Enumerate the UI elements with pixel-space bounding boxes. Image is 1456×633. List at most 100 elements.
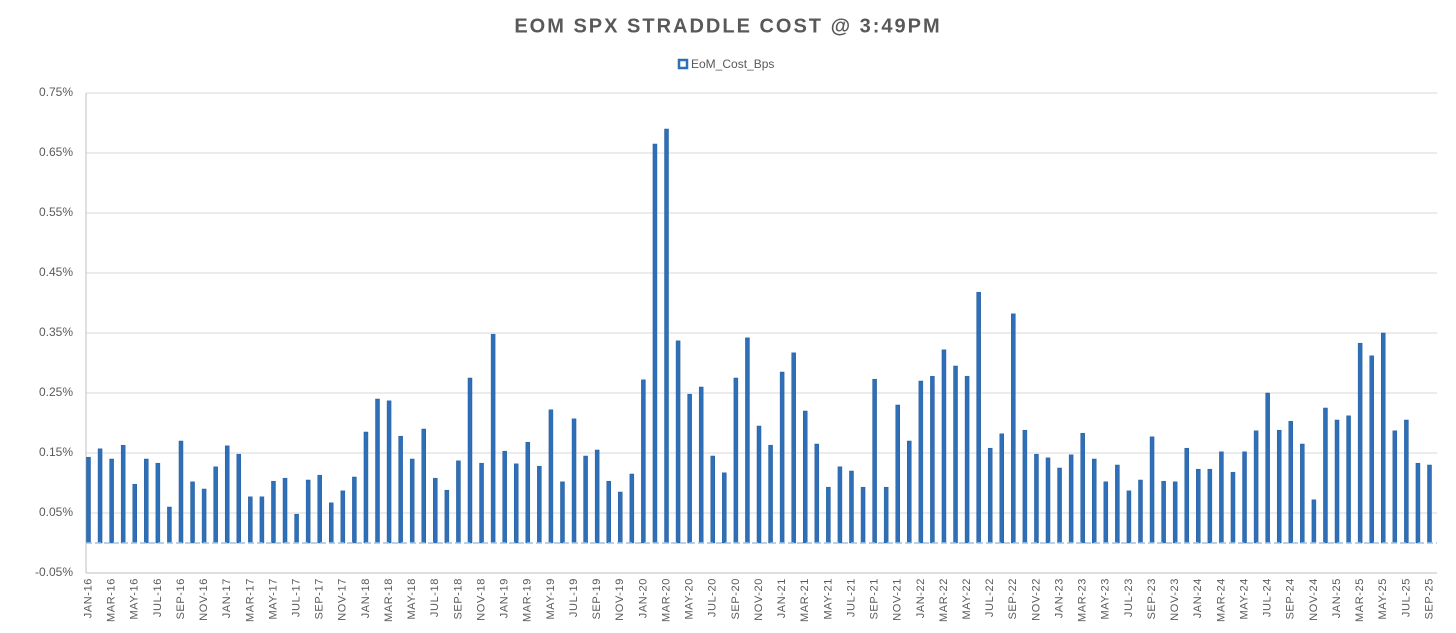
bar [814, 443, 820, 544]
x-tick-label: NOV-18 [475, 578, 487, 621]
bar [1080, 432, 1085, 544]
bar [1103, 481, 1109, 544]
x-tick-label: NOV-19 [614, 578, 626, 621]
x-tick-label: NOV-20 [753, 578, 765, 621]
x-tick-label: MAR-20 [660, 578, 672, 622]
bar [421, 428, 426, 544]
bar [386, 400, 392, 544]
x-tick-label: JUL-17 [290, 578, 302, 617]
bar [1392, 430, 1398, 544]
bar [444, 489, 450, 544]
bar [976, 291, 981, 544]
x-tick-label: MAR-25 [1354, 578, 1366, 622]
bar [178, 440, 184, 544]
bar [1381, 332, 1386, 544]
bar [190, 481, 195, 544]
x-tick-label: JAN-16 [82, 578, 94, 618]
bar [1196, 468, 1201, 544]
bar [629, 473, 635, 544]
bar [224, 445, 230, 544]
bar [722, 472, 727, 544]
bar [733, 377, 739, 544]
bar [571, 418, 577, 544]
bar [594, 449, 600, 544]
x-tick-label: MAY-20 [684, 578, 696, 620]
x-tick-label: MAR-23 [1077, 578, 1089, 622]
bar [317, 474, 322, 544]
bar [1149, 436, 1155, 544]
bar [1034, 453, 1039, 544]
bar [826, 486, 831, 544]
bar [282, 477, 288, 544]
x-tick-label: SEP-17 [314, 578, 326, 620]
x-tick-label: SEP-24 [1285, 578, 1297, 620]
x-tick-label: JAN-24 [1192, 578, 1204, 618]
bar [641, 379, 646, 544]
bar [999, 433, 1005, 544]
y-tick-label: 0.55% [39, 205, 73, 219]
bar [710, 455, 716, 544]
bar [259, 496, 265, 544]
x-tick-label: MAY-19 [545, 578, 557, 620]
legend-label: EoM_Cost_Bps [691, 57, 774, 71]
bar [1253, 430, 1259, 544]
x-tick-label: NOV-17 [337, 578, 349, 621]
bar [1311, 499, 1317, 544]
bar [398, 435, 403, 544]
bar [236, 453, 242, 544]
x-tick-label: MAY-17 [267, 578, 279, 620]
bar [525, 441, 531, 544]
x-tick-label: SEP-21 [869, 578, 881, 620]
y-tick-label: -0.05% [35, 565, 73, 579]
bar [560, 481, 565, 544]
bar [248, 496, 253, 544]
bar [479, 462, 484, 544]
bar [1415, 462, 1421, 544]
bar [1300, 443, 1305, 544]
bar [433, 477, 438, 544]
bar [305, 479, 311, 544]
bar [1172, 481, 1178, 544]
bar [375, 398, 380, 544]
bar [1115, 464, 1120, 544]
bar [872, 378, 877, 544]
x-tick-label: JAN-18 [360, 578, 372, 618]
bar [1276, 429, 1282, 544]
bar [97, 448, 103, 544]
bar [1184, 447, 1189, 544]
x-tick-label: MAR-21 [799, 578, 811, 622]
x-tick-label: JAN-21 [776, 578, 788, 618]
bar [1207, 468, 1213, 544]
bar [987, 447, 993, 544]
x-tick-label: MAR-24 [1215, 578, 1227, 622]
x-tick-label: JAN-23 [1053, 578, 1065, 618]
bar [606, 480, 611, 544]
bar [964, 375, 970, 544]
bar [1230, 471, 1236, 544]
x-tick-label: MAY-24 [1238, 578, 1250, 620]
bar [1045, 457, 1051, 544]
bar [1126, 490, 1132, 544]
x-tick-label: SEP-18 [452, 578, 464, 620]
bar [86, 456, 91, 544]
x-tick-label: JUL-21 [845, 578, 857, 617]
bar [1138, 479, 1143, 544]
bar [144, 458, 149, 544]
bar [1404, 419, 1409, 544]
bar [1427, 464, 1432, 544]
bar [802, 410, 808, 544]
x-tick-label: SEP-19 [591, 578, 603, 620]
x-tick-label: MAY-23 [1100, 578, 1112, 620]
x-tick-label: MAR-18 [383, 578, 395, 622]
bar [907, 440, 912, 544]
bar [513, 463, 519, 544]
x-tick-label: JAN-19 [499, 578, 511, 618]
y-tick-label: 0.65% [39, 145, 73, 159]
x-tick-label: JUL-23 [1123, 578, 1135, 617]
bar [941, 349, 947, 544]
bar [791, 352, 796, 544]
bar [698, 386, 704, 544]
bar [537, 465, 542, 544]
bar [883, 486, 889, 544]
bar [664, 128, 669, 544]
